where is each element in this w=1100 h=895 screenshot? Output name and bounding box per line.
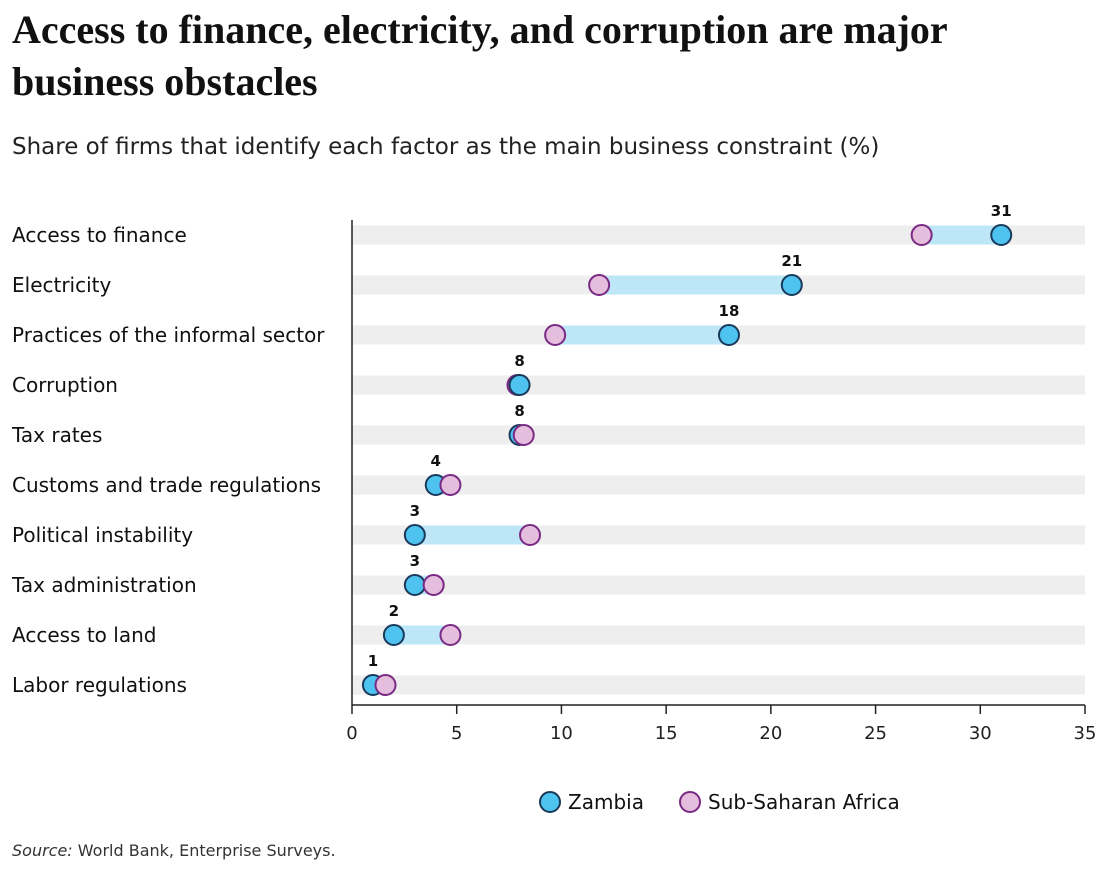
ssa-point xyxy=(910,224,933,246)
chart-subtitle: Share of firms that identify each factor… xyxy=(12,134,880,160)
zambia-point xyxy=(780,274,803,296)
row-band-tax-rates xyxy=(352,425,1085,445)
data-label: 1 xyxy=(368,652,378,670)
dumbbell-chart: Access to finance Electricity Practices of… xyxy=(11,202,1097,814)
category-label: Customs and trade regulations xyxy=(12,473,321,497)
data-label: 4 xyxy=(431,452,441,470)
category-label: Tax rates xyxy=(11,423,102,447)
x-tick-label: 30 xyxy=(969,723,992,744)
category-label: Access to land xyxy=(12,623,156,647)
data-label: 18 xyxy=(719,302,740,320)
row-band-access-to-land xyxy=(352,625,1085,645)
row-band-tax-administration xyxy=(352,575,1085,595)
ssa-point xyxy=(544,324,567,346)
connector-bar xyxy=(599,275,792,295)
row-band-customs-and-trade-regulations xyxy=(352,475,1085,495)
legend-zambia-swatch xyxy=(539,791,561,813)
row-band-access-to-finance xyxy=(352,225,1085,245)
ssa-point xyxy=(439,474,462,496)
data-label: 21 xyxy=(781,252,802,270)
zambia-point xyxy=(403,574,426,596)
ssa-point xyxy=(512,424,535,446)
connector-bar xyxy=(921,225,1002,245)
ssa-point xyxy=(439,624,462,646)
connector-bar xyxy=(555,325,729,345)
category-label: Electricity xyxy=(12,273,112,297)
source-note: Source: World Bank, Enterprise Surveys. xyxy=(12,841,336,860)
x-tick-label: 20 xyxy=(759,723,782,744)
zambia-point xyxy=(717,324,740,346)
x-tick-label: 5 xyxy=(451,723,462,744)
zambia-point xyxy=(403,524,426,546)
source-label: Source: xyxy=(12,841,73,860)
x-tick-label: 10 xyxy=(550,723,573,744)
row-band-corruption xyxy=(352,375,1085,395)
connector-bar xyxy=(414,525,531,545)
x-tick-label: 15 xyxy=(655,723,678,744)
x-tick-label: 25 xyxy=(864,723,887,744)
ssa-point xyxy=(588,274,611,296)
legend-zambia-label: Zambia xyxy=(568,790,644,814)
zambia-point xyxy=(508,374,531,396)
source-text: World Bank, Enterprise Surveys. xyxy=(77,841,336,860)
x-tick-label: 0 xyxy=(346,723,357,744)
category-label: Practices of the informal sector xyxy=(12,323,325,347)
data-label: 8 xyxy=(514,352,524,370)
category-label: Political instability xyxy=(12,523,193,547)
connector-bar xyxy=(393,625,451,645)
category-label: Corruption xyxy=(12,373,118,397)
data-label: 3 xyxy=(410,502,420,520)
data-label: 8 xyxy=(514,402,524,420)
category-label: Tax administration xyxy=(11,573,197,597)
ssa-point xyxy=(422,574,445,596)
legend-ssa-label: Sub-Saharan Africa xyxy=(708,790,900,814)
ssa-point xyxy=(519,524,542,546)
data-label: 31 xyxy=(991,202,1012,220)
zambia-point xyxy=(382,624,405,646)
zambia-point xyxy=(990,224,1013,246)
data-label: 3 xyxy=(410,552,420,570)
x-tick-label: 35 xyxy=(1074,723,1097,744)
category-label: Access to finance xyxy=(12,223,187,247)
ssa-point xyxy=(374,674,397,696)
data-label: 2 xyxy=(389,602,399,620)
row-band-labor-regulations xyxy=(352,675,1085,695)
category-label: Labor regulations xyxy=(12,673,187,697)
legend-ssa-swatch xyxy=(679,791,701,813)
chart-title: Access to finance, electricity, and corr… xyxy=(12,7,947,104)
